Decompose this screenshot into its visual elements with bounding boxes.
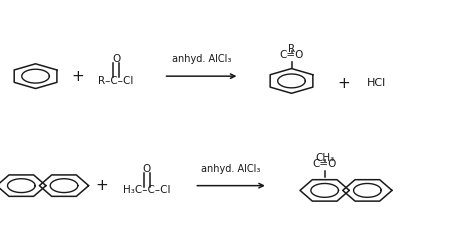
Text: H₃C–C–Cl: H₃C–C–Cl: [123, 185, 171, 195]
Text: O: O: [112, 54, 120, 64]
Text: HCl: HCl: [367, 78, 387, 88]
Text: R: R: [288, 44, 295, 54]
Text: +: +: [72, 69, 84, 84]
Text: C=O: C=O: [312, 159, 337, 169]
Text: O: O: [143, 164, 151, 174]
Text: anhyd. AlCl₃: anhyd. AlCl₃: [172, 54, 231, 64]
Text: +: +: [337, 76, 350, 91]
Text: R–C–Cl: R–C–Cl: [99, 76, 134, 86]
Text: CH₃: CH₃: [315, 153, 334, 163]
Text: +: +: [96, 178, 108, 193]
Text: anhyd. AlCl₃: anhyd. AlCl₃: [201, 164, 261, 174]
Text: C=O: C=O: [279, 50, 304, 60]
